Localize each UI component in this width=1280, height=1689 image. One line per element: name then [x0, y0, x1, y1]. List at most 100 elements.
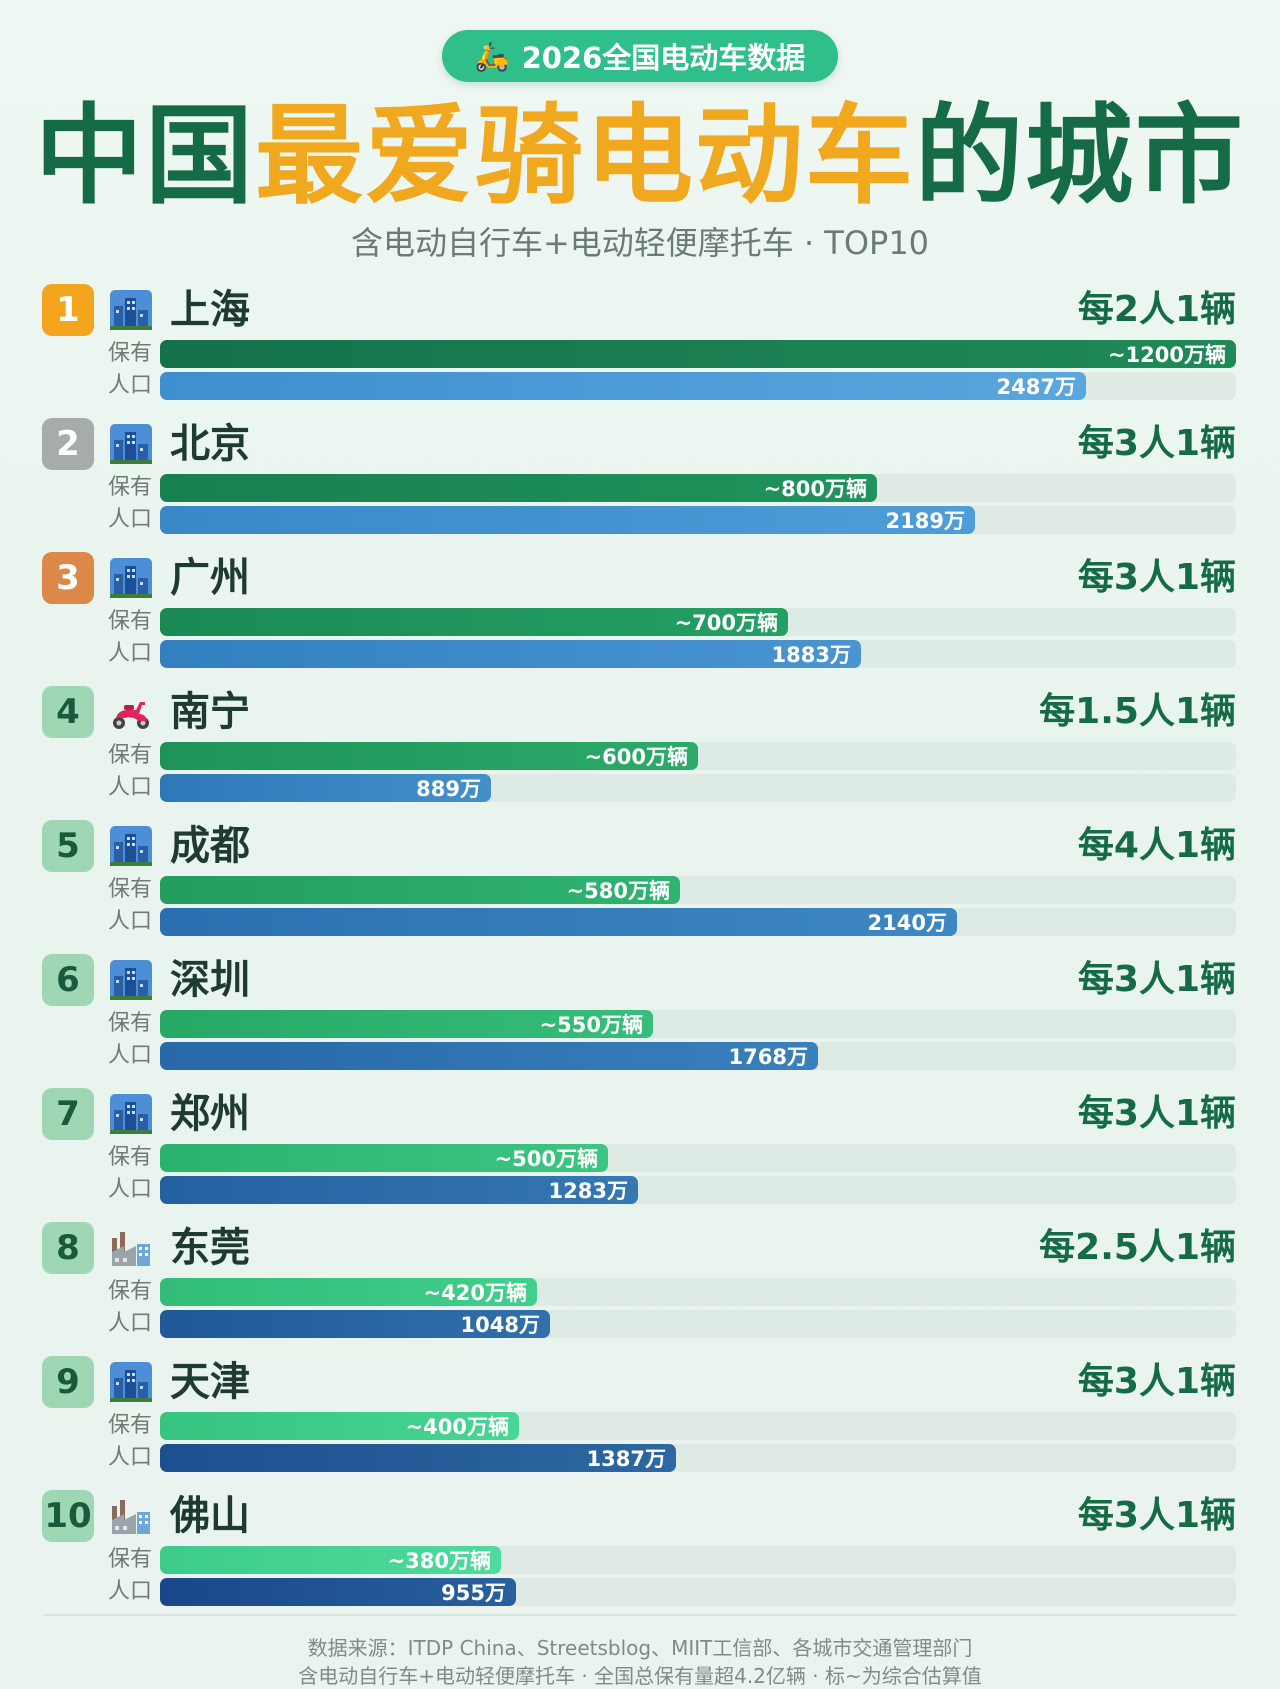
ratio-label: 每3人1辆 — [1077, 1495, 1236, 1536]
population-value-label: 2189万 — [885, 509, 965, 533]
chart-row: 9 天津 每3人1辆 保有 ~400万辆 人口 1387万 — [0, 1356, 1280, 1490]
scooter-icon: 🛵 — [474, 39, 510, 73]
owned-axis-label: 保有 — [108, 1145, 153, 1170]
owned-bar: ~380万辆 — [160, 1546, 501, 1574]
city-name: 东莞 — [170, 1225, 250, 1271]
chart-row: 3 广州 每3人1辆 保有 ~700万辆 人口 1883万 — [0, 552, 1280, 686]
city-name: 成都 — [170, 823, 250, 869]
population-axis-label: 人口 — [108, 909, 153, 934]
population-axis-label: 人口 — [108, 1043, 153, 1068]
rank-badge: 10 — [42, 1490, 94, 1542]
owned-value-label: ~420万辆 — [423, 1281, 527, 1305]
population-axis-label: 人口 — [108, 1177, 153, 1202]
owned-bar: ~580万辆 — [160, 876, 680, 904]
footer-source: 数据来源：ITDP China、Streetsblog、MIIT工信部、各城市交… — [307, 1636, 973, 1660]
page-subtitle: 含电动自行车+电动轻便摩托车 · TOP10 — [350, 224, 930, 262]
population-value-label: 889万 — [416, 777, 481, 801]
ratio-label: 每3人1辆 — [1077, 557, 1236, 598]
rank-badge: 3 — [42, 552, 94, 604]
city-name: 南宁 — [170, 689, 250, 735]
factory-icon — [110, 1496, 152, 1536]
chart-row: 5 成都 每4人1辆保有 ~580万辆人口 2140万 — [0, 820, 1280, 954]
chart-row: 7 郑州 每3人1辆 保有 ~500万辆 人口 1283万 — [0, 1088, 1280, 1222]
owned-bar: ~600万辆 — [160, 742, 698, 770]
rank-badge: 8 — [42, 1222, 94, 1274]
population-value-label: 2487万 — [996, 375, 1076, 399]
owned-axis-label: 保有 — [108, 1413, 153, 1438]
owned-value-label: ~800万辆 — [763, 477, 867, 501]
chart-row: 10 佛山 每3人1辆保有 ~380万辆 人口 955万 — [0, 1490, 1280, 1624]
header-badge: 🛵 2026全国电动车数据 — [442, 30, 838, 82]
city-name: 天津 — [170, 1359, 250, 1405]
footer-divider — [44, 1614, 1236, 1616]
cityscape-icon — [110, 290, 152, 330]
population-bar: 2140万 — [160, 908, 957, 936]
population-axis-label: 人口 — [108, 775, 153, 800]
population-axis-label: 人口 — [108, 641, 153, 666]
population-value-label: 1048万 — [460, 1313, 540, 1337]
rank-badge: 9 — [42, 1356, 94, 1408]
owned-value-label: ~1200万辆 — [1107, 343, 1226, 367]
population-bar: 955万 — [160, 1578, 516, 1606]
owned-axis-label: 保有 — [108, 609, 153, 634]
ratio-label: 每3人1辆 — [1077, 1093, 1236, 1134]
population-value-label: 955万 — [441, 1581, 506, 1605]
title-part-b: 最爱骑电动车 — [254, 94, 915, 219]
owned-value-label: ~600万辆 — [584, 745, 688, 769]
city-name: 佛山 — [170, 1493, 250, 1539]
ratio-label: 每1.5人1辆 — [1039, 691, 1236, 732]
city-name: 北京 — [170, 421, 250, 467]
ratio-label: 每4人1辆 — [1077, 825, 1236, 866]
owned-axis-label: 保有 — [108, 475, 153, 500]
population-axis-label: 人口 — [108, 507, 153, 532]
owned-axis-label: 保有 — [108, 1547, 153, 1572]
owned-axis-label: 保有 — [108, 1279, 153, 1304]
population-bar: 889万 — [160, 774, 491, 802]
city-name: 郑州 — [170, 1091, 250, 1137]
population-bar: 1387万 — [160, 1444, 676, 1472]
owned-axis-label: 保有 — [108, 1011, 153, 1036]
cityscape-icon — [110, 1362, 152, 1402]
rank-badge: 2 — [42, 418, 94, 470]
badge-text: 2026全国电动车数据 — [521, 41, 806, 75]
chart-row: 8 东莞 每2.5人1辆保有 ~420万辆人口 1048万 — [0, 1222, 1280, 1356]
owned-value-label: ~500万辆 — [494, 1147, 598, 1171]
cityscape-icon — [110, 960, 152, 1000]
ratio-label: 每2人1辆 — [1077, 289, 1236, 330]
title-part-c: 的城市 — [915, 94, 1246, 219]
owned-value-label: ~580万辆 — [566, 879, 670, 903]
population-bar: 1048万 — [160, 1310, 550, 1338]
rank-badge: 5 — [42, 820, 94, 872]
owned-value-label: ~550万辆 — [539, 1013, 643, 1037]
owned-axis-label: 保有 — [108, 877, 153, 902]
owned-bar: ~400万辆 — [160, 1412, 519, 1440]
owned-value-label: ~400万辆 — [405, 1415, 509, 1439]
ratio-label: 每2.5人1辆 — [1039, 1227, 1236, 1268]
owned-bar: ~500万辆 — [160, 1144, 608, 1172]
cityscape-icon — [110, 558, 152, 598]
population-value-label: 1883万 — [771, 643, 851, 667]
footer-note: 含电动自行车+电动轻便摩托车 · 全国总保有量超4.2亿辆 · 标~为综合估算值 — [298, 1664, 982, 1688]
population-bar: 1283万 — [160, 1176, 638, 1204]
population-axis-label: 人口 — [108, 1311, 153, 1336]
population-axis-label: 人口 — [108, 373, 153, 398]
rank-badge: 1 — [42, 284, 94, 336]
chart-row: 2 北京 每3人1辆 保有 ~800万辆 人口 2189万 — [0, 418, 1280, 552]
owned-bar: ~550万辆 — [160, 1010, 653, 1038]
cityscape-icon — [110, 1094, 152, 1134]
chart-row: 4 南宁 每1.5人1辆 保有 ~600万辆 人口 889万 — [0, 686, 1280, 820]
ratio-label: 每3人1辆 — [1077, 959, 1236, 1000]
population-bar: 2487万 — [160, 372, 1086, 400]
city-name: 上海 — [170, 287, 250, 333]
scooter-icon — [110, 692, 152, 732]
owned-bar: ~1200万辆 — [160, 340, 1236, 368]
chart-row: 1 上海 每2人1辆 保有 ~1200万辆 人口 2487万 — [0, 284, 1280, 418]
rank-badge: 4 — [42, 686, 94, 738]
population-bar: 1768万 — [160, 1042, 818, 1070]
page-title: 中国最爱骑电动车的城市 — [0, 92, 1280, 222]
owned-value-label: ~700万辆 — [674, 611, 778, 635]
city-name: 深圳 — [170, 957, 250, 1003]
factory-icon — [110, 1228, 152, 1268]
population-axis-label: 人口 — [108, 1579, 153, 1604]
owned-bar: ~700万辆 — [160, 608, 788, 636]
